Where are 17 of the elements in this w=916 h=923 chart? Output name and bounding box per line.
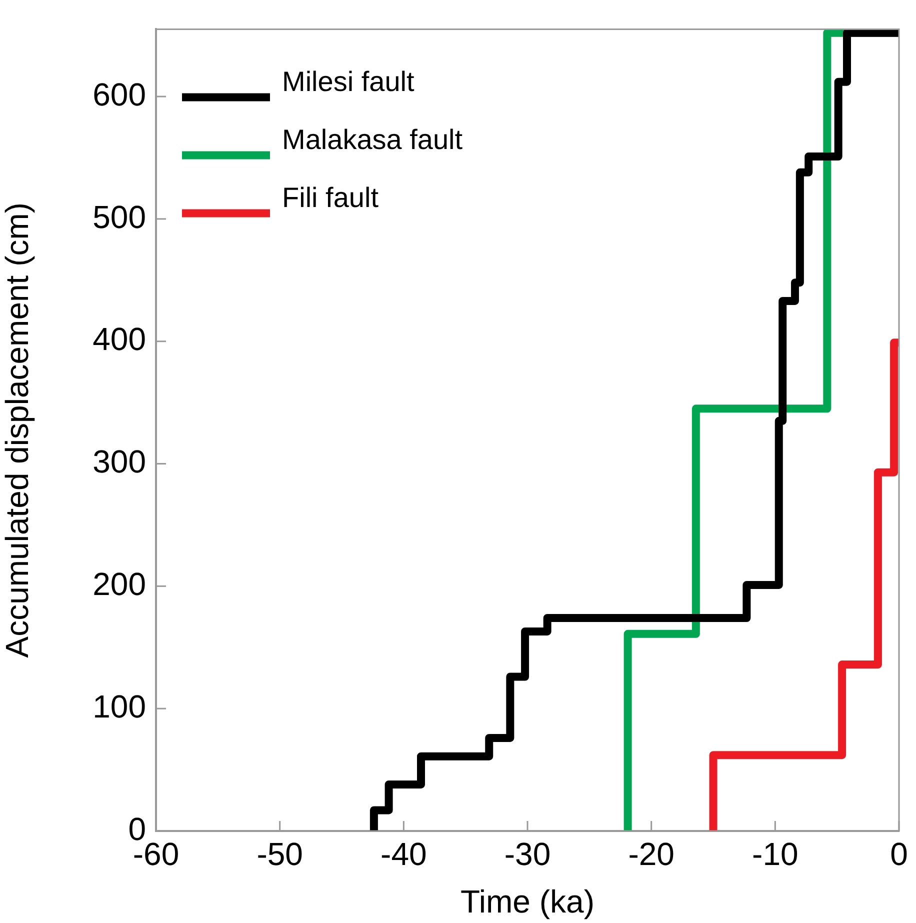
y-tick-label: 200 <box>92 566 146 602</box>
legend-label: Milesi fault <box>282 66 414 97</box>
x-tick-label: -50 <box>256 836 303 872</box>
x-tick-label: -30 <box>504 836 551 872</box>
x-tick-label: -10 <box>752 836 798 872</box>
legend-label: Fili fault <box>282 182 379 213</box>
x-tick-label: 0 <box>890 836 908 872</box>
y-axis-title: Accumulated displacement (cm) <box>0 202 36 658</box>
legend-label: Malakasa fault <box>282 124 463 155</box>
y-tick-label: 100 <box>92 688 146 724</box>
y-tick-label: 500 <box>92 198 146 235</box>
x-axis-title: Time (ka) <box>460 884 594 920</box>
y-tick-label: 400 <box>92 321 146 358</box>
y-tick-label: 600 <box>92 76 146 112</box>
x-tick-label: -40 <box>380 836 427 872</box>
y-tick-label: 300 <box>92 444 146 480</box>
x-tick-label: -20 <box>628 836 674 872</box>
